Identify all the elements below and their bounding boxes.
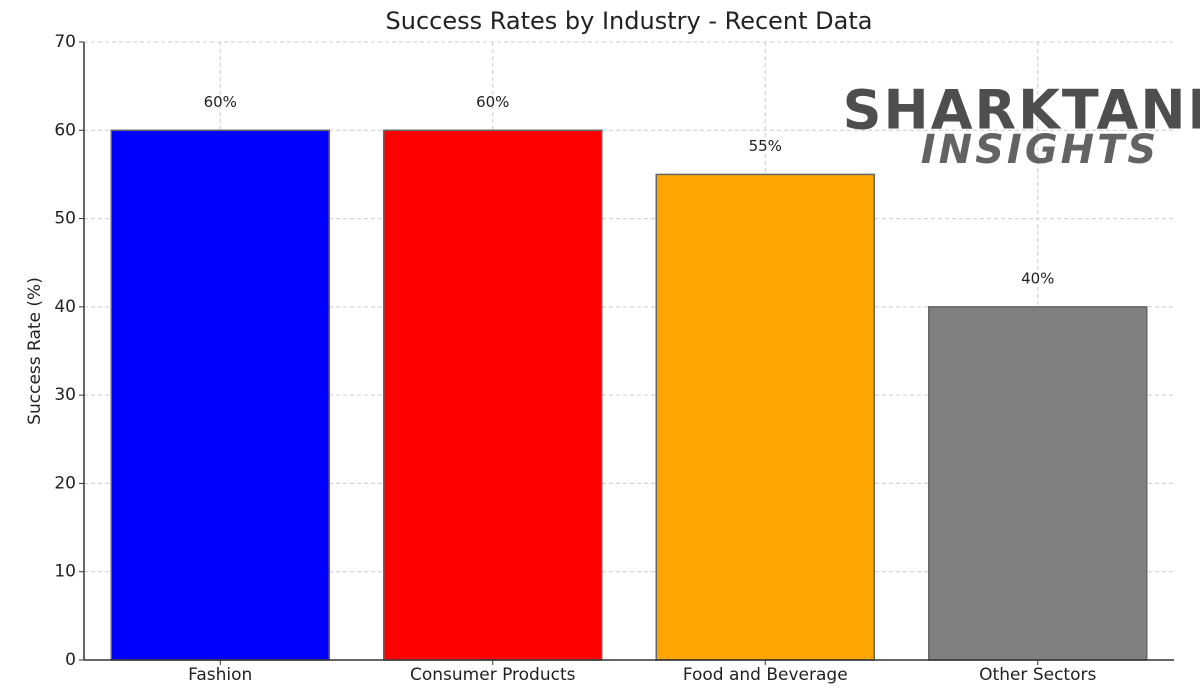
y-tick-label: 30	[54, 385, 76, 405]
bar	[928, 306, 1148, 661]
bar	[110, 129, 330, 661]
value-label: 55%	[749, 137, 782, 155]
y-tick-label: 60	[54, 120, 76, 140]
bar	[655, 173, 875, 661]
y-tick-label: 20	[54, 473, 76, 493]
watermark: INSIGHTS	[921, 127, 1159, 173]
x-tick-label: Other Sectors	[979, 665, 1096, 685]
y-tick-label: 10	[54, 562, 76, 582]
bar	[383, 129, 603, 661]
watermark: SHARKTANK	[843, 79, 1200, 142]
y-tick-label: 50	[54, 209, 76, 229]
x-tick-label: Consumer Products	[410, 665, 576, 685]
y-tick-label: 70	[54, 32, 76, 52]
y-tick-label: 0	[65, 650, 76, 670]
chart-title: Success Rates by Industry - Recent Data	[386, 7, 873, 35]
x-tick-label: Fashion	[188, 665, 252, 685]
y-axis-label: Success Rate (%)	[25, 277, 45, 425]
y-tick-label: 40	[54, 297, 76, 317]
value-label: 60%	[476, 93, 509, 111]
value-label: 40%	[1021, 269, 1054, 287]
value-label: 60%	[204, 93, 237, 111]
x-tick-label: Food and Beverage	[683, 665, 848, 685]
